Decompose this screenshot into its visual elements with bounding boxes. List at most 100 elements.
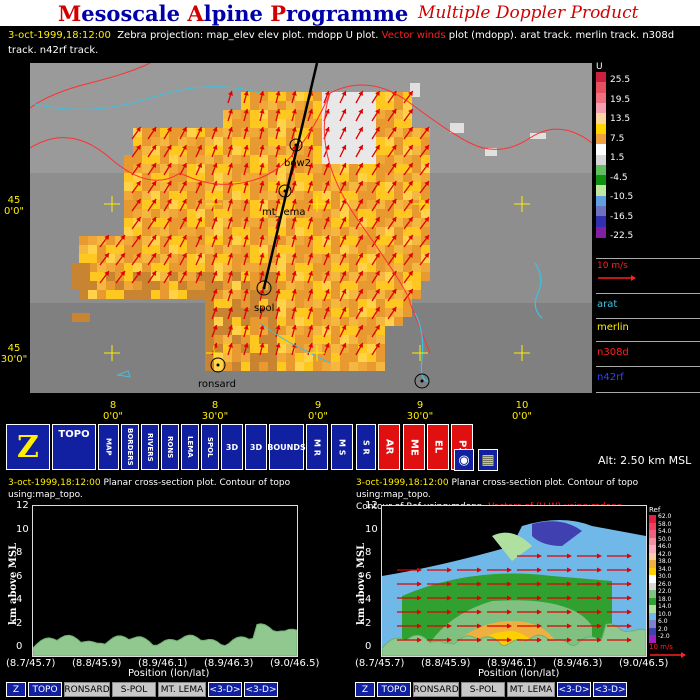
track-legend-n308d[interactable]: n308d [597, 347, 629, 358]
m_s-button[interactable]: M S [331, 424, 353, 470]
bottom-button--3-d-[interactable]: <3-D> [208, 682, 242, 697]
colorbar-label: 1.5 [610, 153, 625, 163]
colorbar-swatch [596, 102, 606, 114]
ref-color-label: 38.0 [658, 558, 672, 565]
right-cross-section[interactable] [381, 505, 647, 657]
bounds-button[interactable]: BOUNDS [267, 424, 306, 470]
ref-color-label: 10.0 [658, 610, 672, 618]
lake-outline [116, 370, 131, 378]
ytick-label: 10 [16, 523, 29, 535]
site-mt-lema[interactable]: mt_lema [262, 184, 305, 218]
bottom-button-ronsard[interactable]: RONSARD [64, 682, 110, 697]
site-spol[interactable]: spol [254, 280, 274, 314]
ytick-label: 2 [365, 617, 372, 629]
m_r-button[interactable]: M R [306, 424, 328, 470]
rivers-button-label: RIVERS [146, 432, 154, 462]
vector-winds-label: Vector winds [381, 30, 446, 41]
ytick-label: 4 [16, 594, 23, 605]
title-bar [0, 0, 700, 26]
bottom-button-mt-lema[interactable]: MT. LEMA [507, 682, 555, 697]
rivers-button[interactable]: RIVERS [141, 424, 159, 470]
site-bow2[interactable]: bow2 [284, 138, 311, 169]
bottom-button--3-d-[interactable]: <3-D> [244, 682, 278, 697]
lema-button[interactable]: LEMA [181, 424, 199, 470]
lat-label-45-30: 45 30'0" [0, 343, 28, 365]
s_r-button-label: S R [361, 439, 371, 455]
description-text: Zebra projection: map_elev elev plot. md… [117, 30, 379, 41]
bottom-button-mt-lema[interactable]: MT. LEMA [158, 682, 206, 697]
ref-color-label: -2.0 [658, 633, 670, 640]
lake-outline [414, 312, 431, 382]
track-legend-arat[interactable]: arat [597, 299, 618, 310]
colorbar-label: -22.5 [610, 231, 634, 241]
borders-button[interactable]: BORDERS [121, 424, 139, 470]
colorbar-swatch [596, 164, 606, 176]
map-button[interactable]: MAP [98, 424, 119, 470]
colorbar-swatch [596, 113, 606, 125]
bottom-button-topo[interactable]: TOPO [28, 682, 62, 697]
ref-color-swatch [649, 515, 656, 523]
xtick-label: (8.9/46.1) [487, 658, 537, 669]
svg-text:mt_lema: mt_lema [262, 207, 305, 218]
electra-button[interactable]: EL [427, 424, 449, 470]
doppler-map[interactable]: bow2 mt_lema spol ronsard [30, 63, 592, 393]
s_r-button[interactable]: S R [356, 424, 376, 470]
ref-color-label: 54.0 [658, 528, 672, 535]
ref-color-swatch [649, 620, 656, 628]
ref-color-label: 58.0 [658, 520, 672, 528]
ref-color-label: 26.0 [658, 580, 672, 588]
zebra-button[interactable]: Z [6, 424, 50, 470]
grid-button[interactable]: ▦ [478, 449, 498, 471]
ref-color-label: 14.0 [658, 603, 672, 610]
ref-color-swatch [649, 545, 656, 553]
3d1-button[interactable]: 3D [221, 424, 243, 470]
ref-color-label: 18.0 [658, 595, 672, 603]
bottom-button-s-pol[interactable]: S-POL [461, 682, 505, 697]
bottom-button-ronsard[interactable]: RONSARD [413, 682, 459, 697]
colorbar [596, 72, 606, 238]
merlin-button-label: ME [408, 438, 420, 456]
svg-text:ronsard: ronsard [198, 379, 236, 390]
track-legend-n42rf[interactable]: n42rf [597, 372, 624, 383]
ytick-label: 12 [365, 500, 378, 511]
spol-button[interactable]: SPOL [201, 424, 219, 470]
ytick-label: 10 [365, 523, 378, 535]
colorbar-label: -16.5 [610, 211, 634, 222]
ref-color-label: 42.0 [658, 550, 672, 558]
merlin-button[interactable]: ME [403, 424, 425, 470]
left-cross-section[interactable] [32, 505, 298, 657]
site-ronsard[interactable]: ronsard [198, 357, 236, 390]
vw-vectors [397, 553, 632, 643]
wind-field [72, 90, 430, 371]
ytick-label: 12 [16, 500, 29, 511]
bottom-button-z[interactable]: Z [355, 682, 375, 697]
ref-color-label: 50.0 [658, 535, 672, 543]
ronsard-button[interactable]: RONS [161, 424, 179, 470]
topo-button[interactable]: TOPO [52, 424, 96, 470]
bottom-button--3-d-[interactable]: <3-D> [593, 682, 627, 697]
app-subtitle: Multiple Doppler Product [418, 3, 639, 23]
ref-color-swatch [649, 567, 656, 576]
track-legend-merlin[interactable]: merlin [597, 322, 629, 333]
xtick-label: (8.9/46.3) [553, 658, 603, 669]
left-plot-title: 3-oct-1999,18:12:00 Planar cross-section… [8, 478, 291, 500]
bottom-button-z[interactable]: Z [6, 682, 26, 697]
colorbar-label: -10.5 [610, 192, 634, 202]
m_s-button-label: M S [337, 438, 347, 456]
ref-color-swatch [649, 590, 656, 598]
ref-color-swatch [649, 537, 656, 546]
bottom-button-s-pol[interactable]: S-POL [112, 682, 156, 697]
ref-color-swatch [649, 552, 656, 561]
m_r-button-label: M R [312, 438, 322, 456]
target-button[interactable]: ◉ [454, 449, 474, 471]
site-unnamed[interactable] [414, 373, 430, 389]
arat-button[interactable]: AR [378, 424, 400, 470]
ref-color-label: 62.0 [658, 513, 672, 520]
bottom-button-topo[interactable]: TOPO [377, 682, 411, 697]
3d2-button[interactable]: 3D [245, 424, 267, 470]
bottom-button--3-d-[interactable]: <3-D> [557, 682, 591, 697]
ref-color-label: 30.0 [658, 573, 672, 580]
lon-label: 8 0'0" [102, 400, 124, 422]
right-ref-plot [381, 520, 647, 657]
ytick-label: 6 [365, 570, 372, 582]
